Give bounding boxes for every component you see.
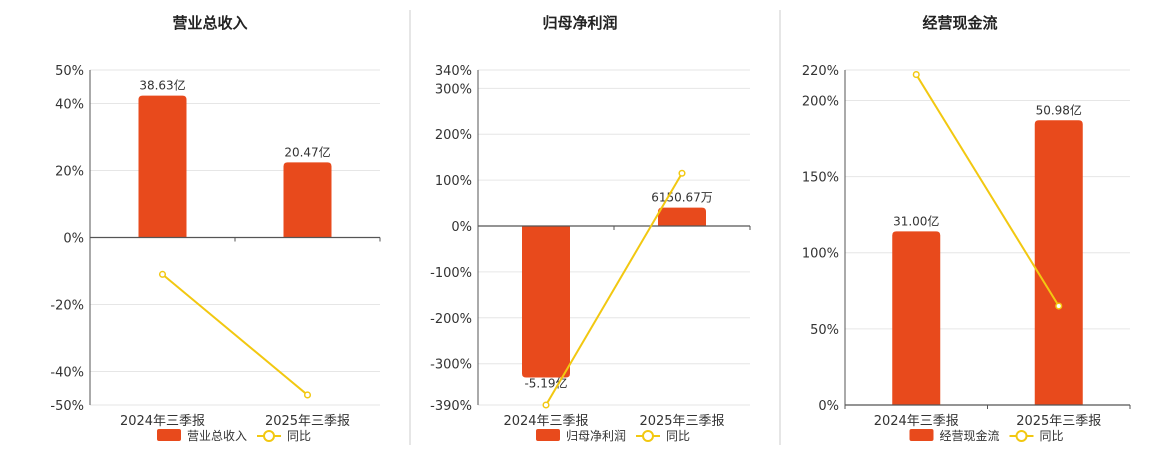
legend-line-marker <box>263 430 275 442</box>
y-tick-label: 150% <box>802 171 839 186</box>
y-tick-label: 100% <box>435 174 472 189</box>
y-tick-label: -40% <box>50 366 84 381</box>
chart-title: 营业总收入 <box>172 14 247 32</box>
yoy-line <box>545 172 683 406</box>
legend-bar-label: 经营现金流 <box>940 428 1000 443</box>
yoy-point <box>912 71 920 79</box>
bar-data-label: 50.98亿 <box>1036 102 1082 117</box>
y-tick-label: 0% <box>451 220 472 235</box>
y-tick-label: -100% <box>430 266 472 281</box>
x-category-label: 2024年三季报 <box>503 414 588 429</box>
y-tick-label: 50% <box>55 64 84 79</box>
bar-data-label: 20.47亿 <box>284 144 330 159</box>
legend-line-label: 同比 <box>666 429 690 443</box>
chart-title: 归母净利润 <box>542 14 617 32</box>
y-tick-label: 100% <box>802 247 839 262</box>
x-category-label: 2025年三季报 <box>265 414 350 429</box>
y-tick-label: 0% <box>63 232 84 247</box>
x-category-label: 2024年三季报 <box>120 414 205 429</box>
y-tick-label: 300% <box>435 82 472 97</box>
y-tick-label: 220% <box>802 64 839 79</box>
yoy-point <box>678 169 686 177</box>
bar <box>1034 120 1083 405</box>
x-category-label: 2024年三季报 <box>874 414 959 429</box>
y-tick-label: 50% <box>810 323 839 338</box>
legend-bar-label: 归母净利润 <box>566 429 626 443</box>
bar <box>658 207 706 227</box>
y-tick-label: 200% <box>802 94 839 109</box>
bar <box>138 95 187 238</box>
y-tick-label: -50% <box>50 399 84 414</box>
yoy-line <box>161 273 309 396</box>
y-tick-label: -200% <box>430 312 472 327</box>
y-tick-label: 200% <box>435 128 472 143</box>
bar-data-label: 31.00亿 <box>893 213 939 228</box>
legend-line-marker <box>1015 430 1028 442</box>
y-tick-label: 340% <box>435 64 472 79</box>
legend-bar-swatch <box>536 429 560 441</box>
chart-title: 经营现金流 <box>922 14 997 32</box>
y-tick-label: -300% <box>430 358 472 373</box>
bar-data-label: 38.63亿 <box>139 78 185 93</box>
x-category-label: 2025年三季报 <box>639 414 724 429</box>
y-tick-label: 40% <box>55 98 84 113</box>
yoy-point <box>1055 302 1063 310</box>
legend-bar-swatch <box>909 429 934 441</box>
y-tick-label: -390% <box>430 399 472 414</box>
yoy-point <box>542 401 550 409</box>
y-tick-label: 20% <box>55 165 84 180</box>
legend-bar-label: 营业总收入 <box>187 429 247 443</box>
yoy-point <box>303 391 312 399</box>
legend-line-label: 同比 <box>287 429 311 443</box>
bar <box>892 231 941 405</box>
bar-data-label: 6150.67万 <box>651 191 713 205</box>
legend-bar-swatch <box>157 429 181 441</box>
legend-line-marker <box>642 430 654 442</box>
bar <box>283 162 332 238</box>
y-tick-label: -20% <box>50 299 84 314</box>
yoy-line <box>915 74 1060 307</box>
y-tick-label: 0% <box>818 399 839 414</box>
legend-line-label: 同比 <box>1040 429 1064 443</box>
bar <box>522 226 570 378</box>
yoy-point <box>158 270 167 278</box>
x-category-label: 2025年三季报 <box>1016 414 1101 429</box>
